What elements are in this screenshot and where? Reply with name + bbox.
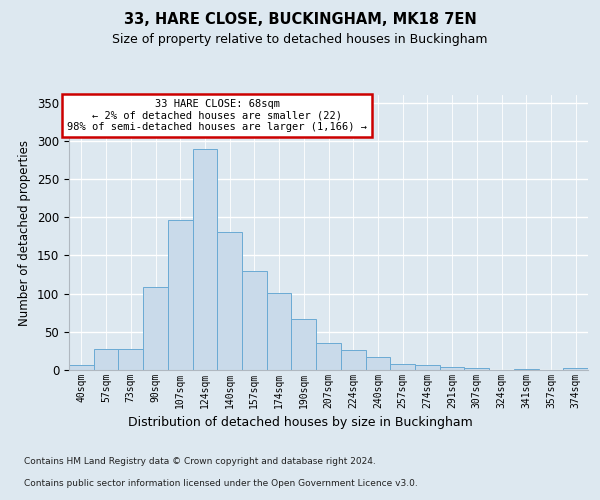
Bar — [94, 350, 118, 370]
Bar — [440, 367, 464, 370]
Bar — [415, 366, 440, 370]
Text: Distribution of detached houses by size in Buckingham: Distribution of detached houses by size … — [128, 416, 472, 429]
Bar — [143, 286, 168, 370]
Bar — [242, 270, 267, 370]
Bar — [292, 319, 316, 370]
Bar — [365, 357, 390, 370]
Text: 33, HARE CLOSE, BUCKINGHAM, MK18 7EN: 33, HARE CLOSE, BUCKINGHAM, MK18 7EN — [124, 12, 476, 28]
Bar — [341, 350, 365, 370]
Bar — [514, 369, 539, 370]
Bar — [390, 364, 415, 370]
Text: Contains HM Land Registry data © Crown copyright and database right 2024.: Contains HM Land Registry data © Crown c… — [24, 457, 376, 466]
Bar — [267, 293, 292, 370]
Y-axis label: Number of detached properties: Number of detached properties — [19, 140, 31, 326]
Bar — [69, 366, 94, 370]
Bar — [464, 368, 489, 370]
Text: 33 HARE CLOSE: 68sqm
← 2% of detached houses are smaller (22)
98% of semi-detach: 33 HARE CLOSE: 68sqm ← 2% of detached ho… — [67, 99, 367, 132]
Bar — [563, 368, 588, 370]
Bar — [168, 220, 193, 370]
Bar — [217, 232, 242, 370]
Bar — [316, 342, 341, 370]
Text: Size of property relative to detached houses in Buckingham: Size of property relative to detached ho… — [112, 32, 488, 46]
Bar — [193, 149, 217, 370]
Bar — [118, 348, 143, 370]
Text: Contains public sector information licensed under the Open Government Licence v3: Contains public sector information licen… — [24, 478, 418, 488]
